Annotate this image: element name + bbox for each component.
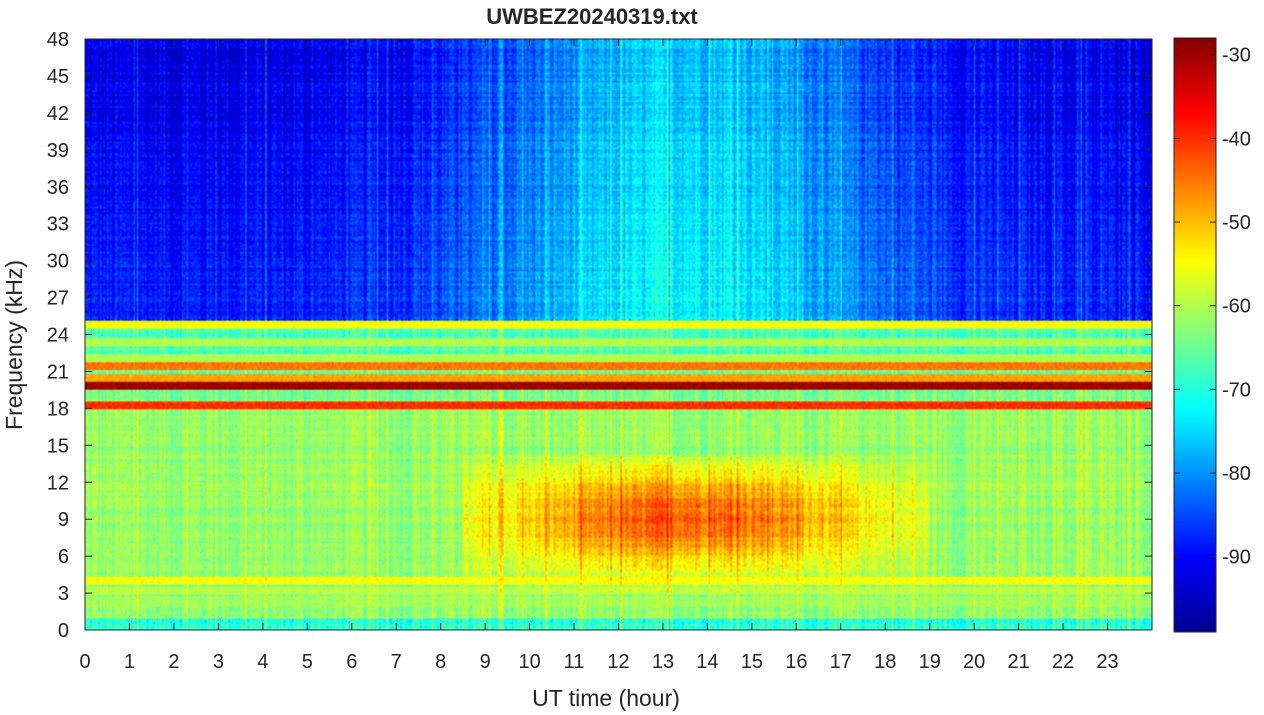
colorbar-tick-label: -40 xyxy=(1222,128,1251,150)
x-tick-label: 16 xyxy=(785,651,807,673)
colorbar-tick-label: -80 xyxy=(1222,463,1251,485)
y-tick-label: 3 xyxy=(58,583,69,605)
y-tick-label: 42 xyxy=(47,103,69,125)
x-tick-label: 18 xyxy=(874,651,896,673)
y-tick-label: 21 xyxy=(47,361,69,383)
x-axis-label: UT time (hour) xyxy=(532,685,680,711)
y-tick-label: 45 xyxy=(47,66,69,88)
chart-title: UWBEZ20240319.txt xyxy=(486,4,698,29)
x-tick-label: 14 xyxy=(696,651,718,673)
y-tick-label: 6 xyxy=(58,546,69,568)
y-tick-label: 27 xyxy=(47,288,69,310)
x-tick-label: 12 xyxy=(607,651,629,673)
x-tick-label: 7 xyxy=(391,651,402,673)
x-tick-label: 1 xyxy=(124,651,135,673)
y-tick-label: 30 xyxy=(47,251,69,273)
x-tick-label: 6 xyxy=(346,651,357,673)
spectrogram-plot-area xyxy=(84,38,1153,631)
x-tick-label: 0 xyxy=(79,651,90,673)
colorbar-tick-label: -30 xyxy=(1222,45,1251,67)
x-tick-label: 23 xyxy=(1096,651,1118,673)
y-tick-label: 33 xyxy=(47,214,69,236)
y-tick-label: 39 xyxy=(47,140,69,162)
x-tick-label: 20 xyxy=(963,651,985,673)
y-tick-label: 48 xyxy=(47,29,69,51)
x-tick-label: 22 xyxy=(1052,651,1074,673)
x-tick-label: 3 xyxy=(213,651,224,673)
x-tick-label: 15 xyxy=(741,651,763,673)
colorbar-scale xyxy=(1173,37,1217,633)
colorbar-ticks: -30 -40 -50 -60 -70 -80 -90 xyxy=(1174,45,1251,569)
y-tick-label: 18 xyxy=(47,398,69,420)
x-tick-label: 2 xyxy=(168,651,179,673)
y-tick-label: 36 xyxy=(47,177,69,199)
y-tick-label: 0 xyxy=(58,620,69,642)
y-axis-label: Frequency (kHz) xyxy=(1,260,27,430)
y-tick-label: 24 xyxy=(47,325,69,347)
x-tick-label: 5 xyxy=(302,651,313,673)
x-tick-label: 21 xyxy=(1008,651,1030,673)
x-tick-label: 11 xyxy=(564,651,585,673)
x-tick-label: 17 xyxy=(830,651,852,673)
y-tick-label: 15 xyxy=(47,435,69,457)
colorbar-tick-label: -70 xyxy=(1222,379,1251,401)
y-tick-label: 12 xyxy=(47,472,69,494)
y-tick-label: 9 xyxy=(58,509,69,531)
x-tick-label: 4 xyxy=(257,651,268,673)
colorbar: -30 -40 -50 -60 -70 -80 -90 xyxy=(1173,37,1251,633)
x-tick-label: 8 xyxy=(435,651,446,673)
x-tick-label: 13 xyxy=(652,651,674,673)
x-axis-ticks: 0 1 2 3 4 5 6 7 8 9 10 11 12 13 14 15 16 17 18 19 20 21 22 23 xyxy=(79,39,1119,673)
x-tick-label: 10 xyxy=(518,651,540,673)
spectrogram-heatmap xyxy=(85,39,1152,630)
x-tick-label: 19 xyxy=(919,651,941,673)
colorbar-tick-label: -60 xyxy=(1222,296,1251,318)
colorbar-tick-label: -50 xyxy=(1222,212,1251,234)
x-tick-label: 9 xyxy=(480,651,491,673)
colorbar-tick-label: -90 xyxy=(1222,547,1251,569)
